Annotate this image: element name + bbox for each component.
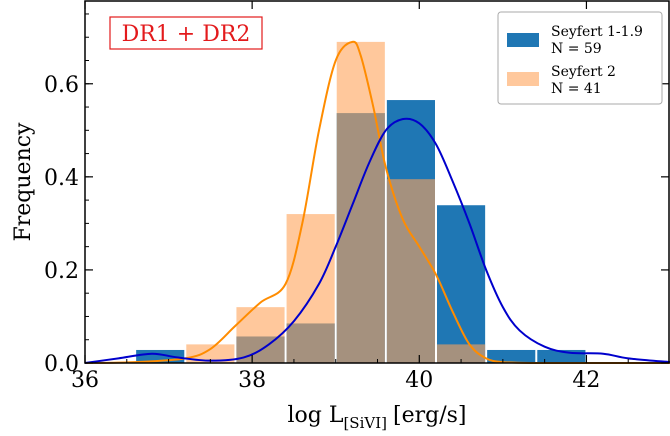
bar-seyfert-2-1 — [186, 344, 235, 363]
x-tick-label-38: 38 — [238, 368, 266, 393]
legend-count-seyfert-1: N = 59 — [551, 41, 602, 57]
legend: Seyfert 1-1.9 N = 59 Seyfert 2 N = 41 — [497, 11, 663, 105]
legend-swatch-seyfert-1 — [507, 33, 539, 47]
ticks-layer: 36 38 40 42 0.0 0.2 0.4 0.6 — [44, 1, 669, 393]
x-tick-label-42: 42 — [572, 368, 600, 393]
bar-seyfert-1-6 — [437, 205, 486, 363]
annotation-box: DR1 + DR2 — [109, 16, 263, 50]
y-tick-label-0: 0.0 — [44, 352, 79, 377]
x-axis-label: log L[SiVI] [erg/s] — [287, 403, 466, 432]
legend-swatch-seyfert-2 — [507, 72, 539, 86]
bar-seyfert-2-4 — [336, 41, 385, 364]
kde-line-seyfert-2 — [84, 40, 670, 365]
y-tick-label-2: 0.4 — [44, 166, 79, 191]
bar-seyfert-2-3 — [286, 214, 335, 363]
bar-seyfert-1-7 — [487, 349, 536, 363]
x-tick-label-40: 40 — [405, 368, 433, 393]
bars-overlay-layer — [136, 41, 586, 364]
bar-seyfert-2-2 — [236, 307, 285, 363]
kde-layer — [84, 40, 670, 365]
x-axis-label-main: log L — [287, 403, 343, 428]
legend-count-seyfert-2: N = 41 — [551, 81, 602, 97]
legend-label-seyfert-2: Seyfert 2 — [551, 64, 616, 80]
annotation-label: DR1 + DR2 — [122, 22, 251, 47]
y-axis-label: Frequency — [11, 122, 36, 242]
legend-label-seyfert-1: Seyfert 1-1.9 — [551, 24, 643, 40]
annotation-frame — [109, 16, 263, 50]
x-axis-label-subscript: [SiVI] — [343, 414, 387, 432]
x-tick-label-36: 36 — [71, 368, 99, 393]
y-tick-label-3: 0.6 — [44, 73, 79, 98]
x-axis-label-unit: [erg/s] — [393, 403, 467, 428]
bar-seyfert-2-5 — [386, 179, 435, 363]
y-tick-label-1: 0.2 — [44, 259, 79, 284]
kde-line-seyfert-1 — [84, 117, 670, 364]
